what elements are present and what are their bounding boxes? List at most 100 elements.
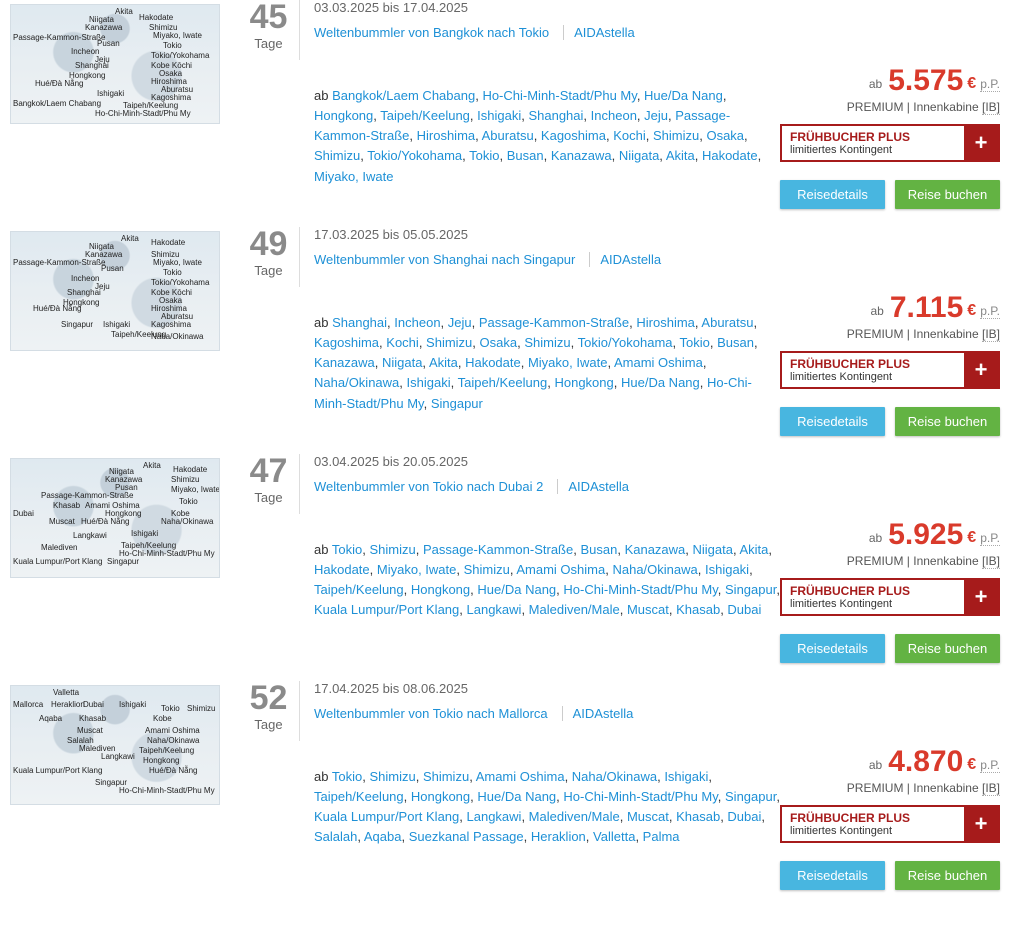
port-link[interactable]: Valletta (593, 829, 635, 844)
promo-box[interactable]: FRÜHBUCHER PLUSlimitiertes Kontingent+ (780, 351, 1000, 389)
ship-link[interactable]: AIDAstella (568, 479, 629, 494)
port-link[interactable]: Naha/Okinawa (314, 375, 399, 390)
port-link[interactable]: Hakodate (314, 562, 370, 577)
port-link[interactable]: Hongkong (554, 375, 613, 390)
port-link[interactable]: Amami Oshima (614, 355, 703, 370)
port-link[interactable]: Tokio/Yokohama (578, 335, 673, 350)
details-button[interactable]: Reisedetails (780, 861, 885, 890)
port-link[interactable]: Kanazawa (314, 355, 375, 370)
port-link[interactable]: Dubai (727, 809, 761, 824)
route-map[interactable]: AkitaNiigataHakodateKanazawaShimizuPassa… (10, 4, 220, 124)
port-link[interactable]: Naha/Okinawa (612, 562, 697, 577)
port-link[interactable]: Incheon (591, 108, 637, 123)
details-button[interactable]: Reisedetails (780, 180, 885, 209)
port-link[interactable]: Ishigaki (664, 769, 708, 784)
port-link[interactable]: Langkawi (467, 602, 522, 617)
port-link[interactable]: Shimizu (653, 128, 699, 143)
route-map[interactable]: AkitaHakodateNiigataKanazawaShimizuPassa… (10, 231, 220, 351)
port-link[interactable]: Langkawi (467, 809, 522, 824)
port-link[interactable]: Singapur (725, 789, 776, 804)
details-button[interactable]: Reisedetails (780, 634, 885, 663)
port-link[interactable]: Passage-Kammon-Straße (479, 315, 629, 330)
port-link[interactable]: Busan (580, 542, 617, 557)
trip-title-link[interactable]: Weltenbummler von Bangkok nach Tokio (314, 25, 564, 40)
route-map[interactable]: AkitaNiigataHakodateKanazawaShimizuPusan… (10, 458, 220, 578)
port-link[interactable]: Shanghai (528, 108, 583, 123)
port-link[interactable]: Tokio (680, 335, 710, 350)
port-link[interactable]: Shimizu (464, 562, 510, 577)
book-button[interactable]: Reise buchen (895, 180, 1000, 209)
plus-icon[interactable]: + (964, 353, 998, 387)
promo-box[interactable]: FRÜHBUCHER PLUSlimitiertes Kontingent+ (780, 578, 1000, 616)
port-link[interactable]: Shimizu (369, 769, 415, 784)
port-link[interactable]: Shimizu (369, 542, 415, 557)
port-link[interactable]: Osaka (706, 128, 744, 143)
port-link[interactable]: Kuala Lumpur/Port Klang (314, 602, 459, 617)
port-link[interactable]: Aqaba (364, 829, 402, 844)
port-link[interactable]: Passage-Kammon-Straße (423, 542, 573, 557)
ship-link[interactable]: AIDAstella (600, 252, 661, 267)
promo-box[interactable]: FRÜHBUCHER PLUSlimitiertes Kontingent+ (780, 124, 1000, 162)
port-link[interactable]: Kagoshima (541, 128, 606, 143)
port-link[interactable]: Tokio (332, 769, 362, 784)
port-link[interactable]: Dubai (727, 602, 761, 617)
route-map[interactable]: VallettaMallorcaHeraklionDubaiIshigakiTo… (10, 685, 220, 805)
trip-title-link[interactable]: Weltenbummler von Tokio nach Dubai 2 (314, 479, 558, 494)
port-link[interactable]: Khasab (676, 602, 720, 617)
port-link[interactable]: Khasab (676, 809, 720, 824)
port-link[interactable]: Salalah (314, 829, 357, 844)
port-link[interactable]: Bangkok/Laem Chabang (332, 88, 475, 103)
port-link[interactable]: Hakodate (465, 355, 521, 370)
plus-icon[interactable]: + (964, 126, 998, 160)
port-link[interactable]: Taipeh/Keelung (314, 789, 404, 804)
book-button[interactable]: Reise buchen (895, 861, 1000, 890)
port-link[interactable]: Palma (643, 829, 680, 844)
port-link[interactable]: Ishigaki (705, 562, 749, 577)
port-link[interactable]: Kanazawa (625, 542, 686, 557)
port-link[interactable]: Shanghai (332, 315, 387, 330)
port-link[interactable]: Shimizu (426, 335, 472, 350)
plus-icon[interactable]: + (964, 807, 998, 841)
port-link[interactable]: Hue/Da Nang (477, 789, 556, 804)
port-link[interactable]: Kochi (613, 128, 646, 143)
ship-link[interactable]: AIDAstella (573, 706, 634, 721)
port-link[interactable]: Aburatsu (701, 315, 753, 330)
port-link[interactable]: Ho-Chi-Minh-Stadt/Phu My (482, 88, 636, 103)
port-link[interactable]: Akita (666, 148, 695, 163)
port-link[interactable]: Jeju (644, 108, 668, 123)
port-link[interactable]: Taipeh/Keelung (380, 108, 470, 123)
port-link[interactable]: Taipeh/Keelung (314, 582, 404, 597)
port-link[interactable]: Kochi (386, 335, 419, 350)
port-link[interactable]: Kagoshima (314, 335, 379, 350)
port-link[interactable]: Busan (717, 335, 754, 350)
port-link[interactable]: Amami Oshima (516, 562, 605, 577)
port-link[interactable]: Tokio/Yokohama (367, 148, 462, 163)
port-link[interactable]: Hiroshima (636, 315, 695, 330)
port-link[interactable]: Malediven/Male (529, 809, 620, 824)
port-link[interactable]: Hiroshima (417, 128, 476, 143)
port-link[interactable]: Amami Oshima (476, 769, 565, 784)
plus-icon[interactable]: + (964, 580, 998, 614)
port-link[interactable]: Niigata (382, 355, 422, 370)
port-link[interactable]: Jeju (448, 315, 472, 330)
port-link[interactable]: Shimizu (314, 148, 360, 163)
port-link[interactable]: Kuala Lumpur/Port Klang (314, 809, 459, 824)
port-link[interactable]: Kanazawa (551, 148, 612, 163)
port-link[interactable]: Miyako, Iwate (314, 169, 393, 184)
port-link[interactable]: Heraklion (531, 829, 586, 844)
port-link[interactable]: Busan (507, 148, 544, 163)
port-link[interactable]: Hongkong (411, 582, 470, 597)
port-link[interactable]: Malediven/Male (529, 602, 620, 617)
port-link[interactable]: Muscat (627, 809, 669, 824)
port-link[interactable]: Incheon (394, 315, 440, 330)
port-link[interactable]: Hakodate (702, 148, 758, 163)
promo-box[interactable]: FRÜHBUCHER PLUSlimitiertes Kontingent+ (780, 805, 1000, 843)
port-link[interactable]: Aburatsu (482, 128, 534, 143)
ship-link[interactable]: AIDAstella (574, 25, 635, 40)
port-link[interactable]: Tokio (469, 148, 499, 163)
port-link[interactable]: Ishigaki (477, 108, 521, 123)
port-link[interactable]: Hue/Da Nang (644, 88, 723, 103)
port-link[interactable]: Akita (429, 355, 458, 370)
port-link[interactable]: Ho-Chi-Minh-Stadt/Phu My (563, 582, 717, 597)
port-link[interactable]: Naha/Okinawa (572, 769, 657, 784)
